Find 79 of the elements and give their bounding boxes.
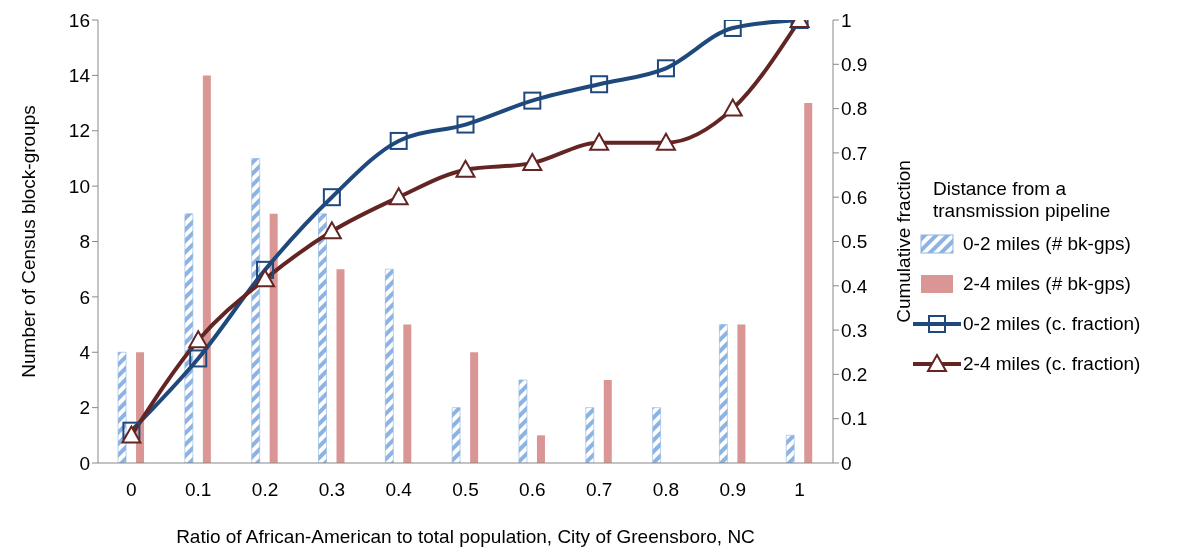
bar <box>202 75 211 463</box>
point <box>322 188 341 207</box>
point <box>723 20 742 37</box>
y2-tick-label: 0.5 <box>841 231 868 253</box>
point <box>256 260 275 279</box>
point <box>122 421 141 440</box>
y2-tick-label: 0.9 <box>841 54 868 76</box>
y-tick-label: 0 <box>79 452 90 474</box>
point <box>656 59 675 78</box>
y2-tick-label: 0.1 <box>841 408 868 430</box>
y-tick-label: 10 <box>68 175 90 197</box>
x-tick-label: 0.1 <box>185 479 212 501</box>
bar <box>785 435 795 463</box>
x-tick-label: 0.2 <box>251 479 279 501</box>
bar <box>652 407 661 463</box>
legend-label: 0-2 miles (# bk-gps) <box>963 232 1131 255</box>
y2-tick-label: 0.7 <box>841 142 868 164</box>
point <box>121 425 142 444</box>
bar <box>451 407 461 463</box>
legend-label: 2-4 miles (# bk-gps) <box>963 272 1131 295</box>
legend-label: 0-2 miles (c. fraction) <box>963 312 1141 335</box>
y-tick-label: 12 <box>68 120 90 142</box>
point <box>321 221 342 240</box>
y2-tick-label: 1 <box>841 9 852 31</box>
y2-tick-label: 0.6 <box>841 186 868 208</box>
legend-title: Distance from a transmission pipeline <box>933 177 1112 222</box>
x-tick-label: 0.3 <box>318 479 346 501</box>
bar <box>719 324 728 463</box>
y2-tick-label: 0 <box>841 452 852 474</box>
bar <box>336 269 345 463</box>
bar <box>536 435 545 463</box>
x-tick-label: 0.4 <box>385 479 413 501</box>
y-tick-label: 14 <box>68 65 91 87</box>
bar <box>251 158 260 463</box>
bar <box>518 379 528 463</box>
bar <box>470 352 479 463</box>
bar <box>318 213 327 463</box>
point <box>456 115 475 134</box>
y2-tick-label: 0.2 <box>841 364 868 386</box>
bar <box>585 407 595 463</box>
x-tick-label: 0.5 <box>452 479 479 501</box>
point <box>722 98 743 117</box>
bar <box>184 213 194 463</box>
point <box>189 349 208 368</box>
y-tick-label: 6 <box>79 286 90 308</box>
y-tick-label: 8 <box>79 231 90 253</box>
bar <box>403 324 412 463</box>
point <box>590 75 609 94</box>
y-tick-label: 4 <box>79 341 91 363</box>
bar <box>603 379 612 463</box>
bar <box>737 324 746 463</box>
point <box>388 187 409 206</box>
legend-label: 2-4 miles (c. fraction) <box>963 352 1141 375</box>
x-tick-label: 0.9 <box>719 479 746 501</box>
point <box>522 153 543 172</box>
x-tick-label: 0.7 <box>585 479 613 501</box>
point <box>389 131 408 150</box>
x-tick-label: 1 <box>794 479 805 501</box>
bar <box>385 268 394 463</box>
point <box>255 269 276 288</box>
x-tick-label: 0.8 <box>652 479 680 501</box>
bar <box>117 351 127 463</box>
y2-tick-label: 0.8 <box>841 98 868 120</box>
bar <box>804 103 813 463</box>
point <box>523 91 542 110</box>
y-tick-label: 2 <box>79 397 90 419</box>
x-axis-title: Ratio of African-American to total population, City of Greensboro, NC <box>176 526 755 547</box>
point <box>188 330 209 349</box>
y2-tick-label: 0.4 <box>841 275 868 297</box>
point <box>589 132 610 151</box>
x-tick-label: 0 <box>126 479 137 501</box>
y2-axis-title: Cumulative fraction <box>892 160 914 323</box>
point <box>655 132 676 151</box>
y2-tick-label: 0.3 <box>841 319 868 341</box>
point <box>455 159 476 178</box>
bar <box>269 213 278 463</box>
x-tick-label: 0.6 <box>519 479 546 501</box>
y-axis-title: Number of Census block-groups <box>17 105 39 378</box>
y-tick-label: 16 <box>68 9 90 31</box>
